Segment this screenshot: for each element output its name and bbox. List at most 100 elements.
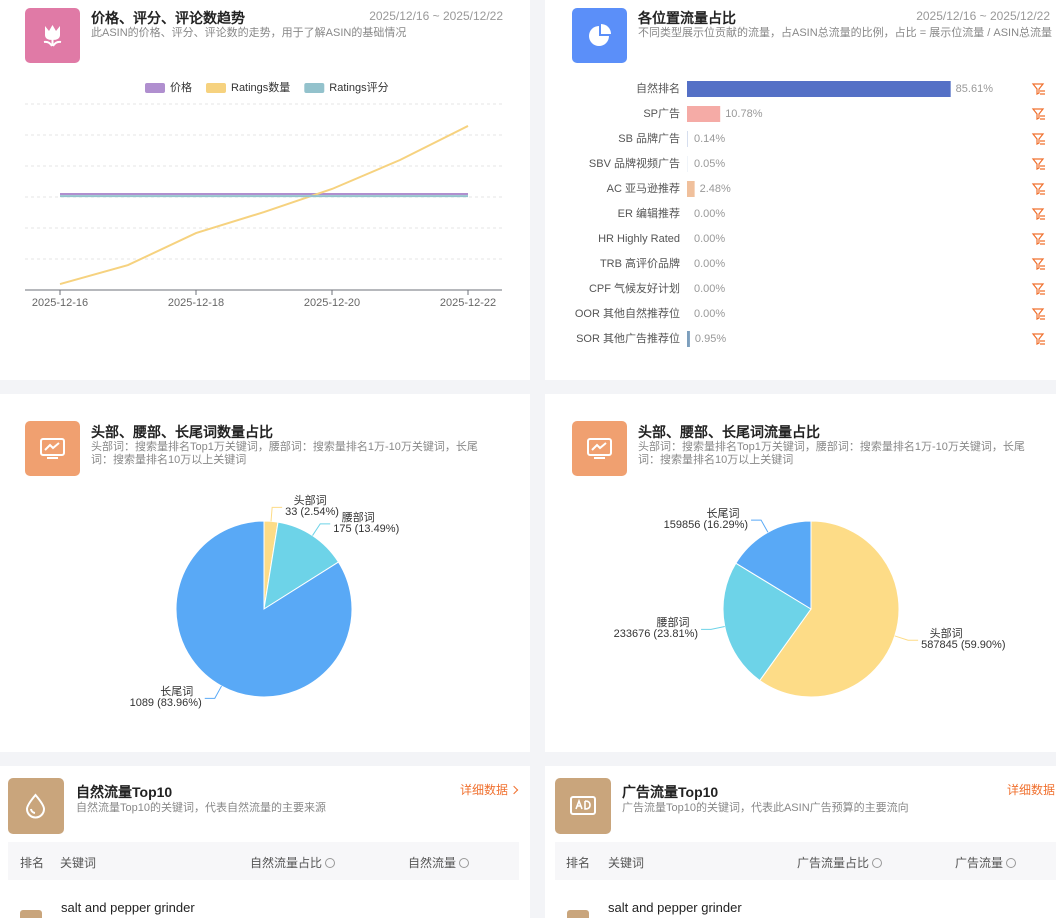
leader-line — [894, 635, 919, 641]
column-header: 广告流量占比 — [797, 854, 883, 871]
bar-label: HR Highly Rated — [598, 233, 680, 245]
keyword[interactable]: salt and pepper grinder — [608, 900, 742, 915]
bar — [687, 331, 690, 347]
slice-name: 头部词 — [294, 493, 327, 507]
filter-icon — [1031, 283, 1045, 295]
panel-subtitle: 不同类型展示位贡献的流量，占ASIN总流量的比例，占比 = 展示位流量 / AS… — [638, 27, 1053, 39]
pie-slice — [263, 521, 340, 611]
panel-title: 头部、腰部、长尾词数量占比 — [91, 424, 273, 440]
filter-icon — [1031, 108, 1045, 120]
value-label: 0.00% — [694, 258, 725, 270]
panel — [545, 0, 1056, 380]
value-label: 0.05% — [694, 158, 725, 170]
slice-label: 1089 (83.96%) — [130, 697, 202, 709]
value-label: 10.78% — [725, 108, 763, 120]
column-header: 自然流量占比 — [250, 854, 336, 871]
table-title: 广告流量Top10 — [622, 784, 719, 800]
date-range: 2025/12/16 ~ 2025/12/22 — [916, 9, 1050, 23]
x-tick-label: 2025-12-16 — [32, 297, 88, 309]
legend-swatch — [304, 83, 325, 93]
panel-title: 各位置流量占比 — [638, 10, 736, 26]
x-tick-label: 2025-12-18 — [168, 297, 224, 309]
filter-icon — [1031, 233, 1045, 245]
x-tick-label: 2025-12-22 — [440, 297, 496, 309]
column-label: 广告流量 — [955, 856, 1004, 870]
column-header: 自然流量 — [408, 854, 470, 871]
slice-label: 587845 (59.90%) — [921, 639, 1005, 651]
slice-name: 头部词 — [930, 626, 963, 640]
value-label: 0.00% — [694, 208, 725, 220]
panel-subtitle: 头部词：搜索量排名Top1万关键词，腰部词：搜索量排名1万-10万关键词，长尾词… — [91, 441, 478, 466]
rank-badge — [567, 910, 589, 918]
filter-icon — [1031, 208, 1045, 220]
leader-line — [751, 519, 769, 533]
slice-name: 腰部词 — [342, 510, 375, 524]
bar-label: SP广告 — [643, 107, 680, 120]
column-label: 自然流量 — [408, 856, 457, 870]
column-header: 广告流量 — [955, 854, 1017, 871]
slice-label: 175 (13.49%) — [333, 523, 399, 535]
leader-line — [312, 523, 331, 536]
pie-slice — [759, 520, 900, 698]
icon — [25, 8, 80, 63]
bar-label: SBV 品牌视频广告 — [589, 156, 680, 170]
detail-link[interactable]: 详细数据 — [1007, 781, 1056, 798]
legend-label: 价格 — [170, 80, 192, 94]
slice-label: 33 (2.54%) — [285, 506, 339, 518]
icon — [572, 421, 627, 476]
table-subtitle: 广告流量Top10的关键词，代表此ASIN广告预算的主要流向 — [622, 802, 909, 814]
panel-title: 头部、腰部、长尾词流量占比 — [638, 424, 820, 440]
leader-line — [701, 626, 725, 630]
slice-name: 腰部词 — [657, 615, 690, 629]
column-header: 关键词 — [608, 856, 645, 870]
bar-label: OOR 其他自然推荐位 — [575, 306, 680, 320]
filter-icon — [1031, 333, 1045, 345]
x-tick-label: 2025-12-20 — [304, 297, 360, 309]
bar-label: SOR 其他广告推荐位 — [576, 331, 680, 345]
bar-label: CPF 气候友好计划 — [589, 281, 680, 295]
value-label: 0.00% — [694, 308, 725, 320]
filter-icon — [1031, 158, 1045, 170]
icon — [8, 778, 64, 834]
pie-slice — [722, 562, 812, 682]
slice-label: 159856 (16.29%) — [664, 519, 748, 531]
value-label: 0.00% — [694, 233, 725, 245]
legend-swatch — [145, 83, 165, 93]
legend-label: Ratings数量 — [231, 81, 290, 94]
bar-label: SB 品牌广告 — [618, 131, 680, 145]
slice-name: 长尾词 — [160, 685, 193, 698]
bar — [687, 181, 695, 197]
slice-label: 233676 (23.81%) — [614, 628, 698, 640]
icon — [25, 421, 80, 476]
icon — [555, 778, 611, 834]
bar — [687, 106, 721, 122]
slice-name: 长尾词 — [707, 507, 740, 520]
column-header: 排名 — [566, 856, 591, 870]
bar-label: AC 亚马逊推荐 — [607, 181, 680, 195]
bar — [687, 81, 951, 97]
keyword[interactable]: salt and pepper grinder — [61, 900, 195, 915]
panel-title: 价格、评分、评论数趋势 — [91, 10, 245, 26]
detail-link[interactable]: 详细数据 — [460, 781, 517, 798]
filter-icon — [1031, 308, 1045, 320]
filter-icon — [1031, 133, 1045, 145]
date-range: 2025/12/16 ~ 2025/12/22 — [369, 9, 503, 23]
panel-subtitle: 此ASIN的价格、评分、评论数的走势，用于了解ASIN的基础情况 — [91, 27, 407, 39]
column-label: 自然流量占比 — [250, 856, 323, 870]
leader-line — [204, 685, 222, 699]
table-title: 自然流量Top10 — [76, 784, 173, 800]
value-label: 0.00% — [694, 283, 725, 295]
column-label: 广告流量占比 — [797, 856, 870, 870]
bar-label: TRB 高评价品牌 — [600, 256, 680, 270]
column-header: 排名 — [20, 856, 45, 870]
bar-label: 自然排名 — [636, 81, 680, 95]
table-subtitle: 自然流量Top10的关键词，代表自然流量的主要来源 — [76, 802, 326, 814]
table-header: 排名 关键词 自然流量占比 自然流量 — [8, 842, 519, 880]
panel — [0, 0, 530, 380]
filter-icon — [1031, 83, 1045, 95]
filter-icon — [1031, 183, 1045, 195]
value-label: 0.95% — [695, 333, 726, 345]
filter-icon — [1031, 258, 1045, 270]
